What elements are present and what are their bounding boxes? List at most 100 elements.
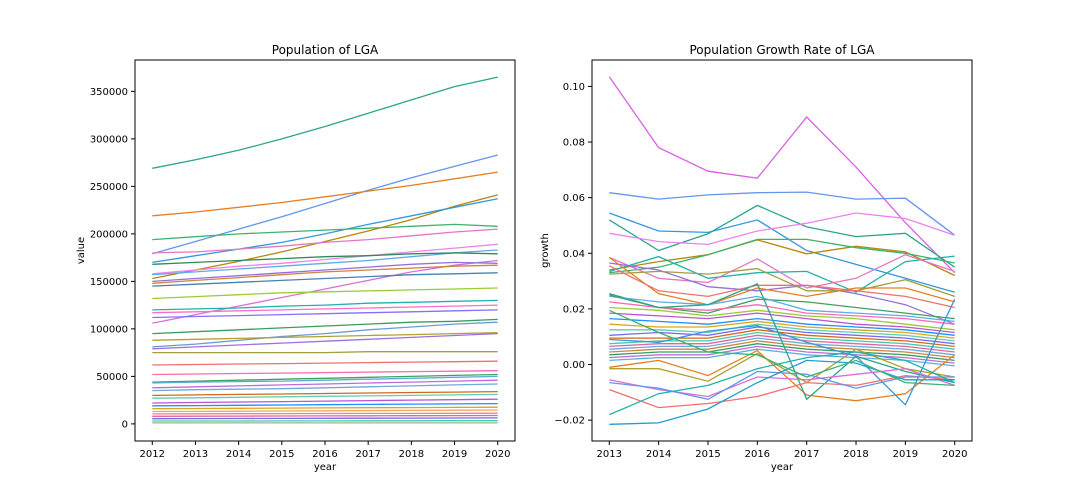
x-tick-label: 2020	[485, 449, 510, 460]
series-line-10	[152, 261, 498, 283]
x-tick-label: 2012	[140, 449, 165, 460]
series-line-4	[152, 198, 498, 264]
series-line-20	[609, 323, 955, 342]
series-line-27	[152, 379, 498, 389]
series-line-1	[152, 154, 498, 255]
series-line-36	[152, 414, 498, 417]
x-tick-label: 2019	[442, 449, 467, 460]
y-tick-label: 300000	[90, 134, 128, 145]
x-tick-label: 2014	[226, 449, 251, 460]
series-line-24	[152, 370, 498, 376]
series-line-15	[152, 299, 498, 311]
series-line-32	[609, 283, 955, 401]
series-line-17	[152, 309, 498, 319]
series-line-12	[609, 265, 955, 309]
series-line-35	[152, 412, 498, 415]
x-tick-label: 2018	[843, 449, 868, 460]
series-line-21	[152, 332, 498, 350]
series-line-31	[152, 398, 498, 404]
y-tick-label: 200000	[90, 229, 128, 240]
x-tick-label: 2014	[646, 449, 671, 460]
series-line-11	[152, 252, 498, 265]
series-line-13	[609, 292, 955, 320]
y-tick-label: 0.04	[563, 249, 585, 260]
series-line-6	[609, 238, 955, 274]
series-line-1	[609, 191, 956, 236]
series-line-13	[152, 272, 498, 287]
series-line-19	[152, 321, 498, 348]
series-line-39	[609, 309, 955, 387]
y-tick-label: 0.00	[563, 360, 585, 371]
series-line-37	[609, 351, 955, 416]
x-tick-label: 2018	[399, 449, 424, 460]
x-tick-label: 2013	[597, 449, 622, 460]
x-tick-label: 2015	[269, 449, 294, 460]
series-line-37	[152, 417, 498, 420]
plot-frame	[591, 59, 973, 442]
series-line-26	[609, 340, 955, 359]
series-line-0	[152, 76, 498, 169]
y-tick-label: 100000	[90, 324, 128, 335]
y-tick-label: 0	[122, 419, 128, 430]
y-tick-label: 50000	[96, 372, 128, 383]
series-line-10	[609, 267, 955, 298]
series-line-27	[609, 343, 955, 362]
series-line-29	[152, 390, 498, 397]
x-tick-label: 2016	[312, 449, 337, 460]
series-line-28	[609, 345, 955, 364]
series-line-23	[152, 360, 498, 366]
series-line-8	[609, 253, 955, 289]
series-line-7	[609, 255, 955, 293]
x-tick-label: 2020	[942, 449, 967, 460]
chart-title: Population of LGA	[272, 43, 379, 57]
x-axis-label: year	[314, 462, 337, 473]
series-line-26	[152, 375, 498, 384]
x-axis-label: year	[771, 462, 794, 473]
series-line-6	[152, 228, 498, 254]
x-tick-label: 2013	[183, 449, 208, 460]
y-tick-label: −0.02	[554, 416, 585, 427]
series-line-22	[152, 351, 498, 354]
series-line-18	[609, 317, 955, 336]
series-line-16	[609, 306, 955, 331]
y-tick-label: 0.02	[563, 304, 585, 315]
series-line-8	[152, 249, 498, 276]
series-line-11	[608, 256, 955, 306]
x-tick-label: 2015	[695, 449, 720, 460]
y-tick-label: 0.08	[563, 138, 585, 149]
series-line-24	[609, 334, 955, 353]
series-line-2	[152, 171, 498, 217]
growth-rate-chart: 2013 2014 2015 2016 2017 2018 2019 2020 −0.02 0.0…	[540, 43, 973, 473]
series-line-9	[609, 262, 955, 325]
y-tick-label: 0.10	[563, 82, 585, 93]
series-line-15	[609, 301, 955, 325]
series-line-30	[609, 348, 955, 384]
series-line-34	[152, 409, 498, 413]
series-line-5	[152, 223, 498, 241]
series-line-29	[609, 348, 955, 367]
y-tick-label: 250000	[90, 182, 128, 193]
series-line-17	[609, 312, 955, 334]
x-tick-label: 2017	[355, 449, 380, 460]
series-line-0	[608, 76, 956, 274]
series-line-14	[152, 287, 498, 300]
x-tick-label: 2019	[893, 449, 918, 460]
series-line-4	[609, 212, 955, 246]
series-line-18	[152, 318, 498, 335]
series-line-35	[609, 368, 955, 398]
chart-title: Population Growth Rate of LGA	[689, 43, 875, 57]
series-line-33	[152, 406, 498, 410]
series-line-32	[152, 402, 498, 407]
series-line-21	[609, 326, 955, 345]
x-tick-label: 2016	[745, 449, 770, 460]
population-chart: 2012 2013 2014 2015 2016 2017 2018 2019 2020 0 500…	[76, 43, 516, 473]
series-line-12	[152, 264, 498, 284]
y-axis-label: value	[76, 237, 87, 264]
series-line-16	[152, 304, 498, 314]
series-line-19	[609, 320, 955, 339]
series-line-20	[152, 332, 498, 341]
y-tick-label: 150000	[90, 277, 128, 288]
series-line-28	[152, 383, 498, 392]
series-line-3	[608, 204, 956, 268]
